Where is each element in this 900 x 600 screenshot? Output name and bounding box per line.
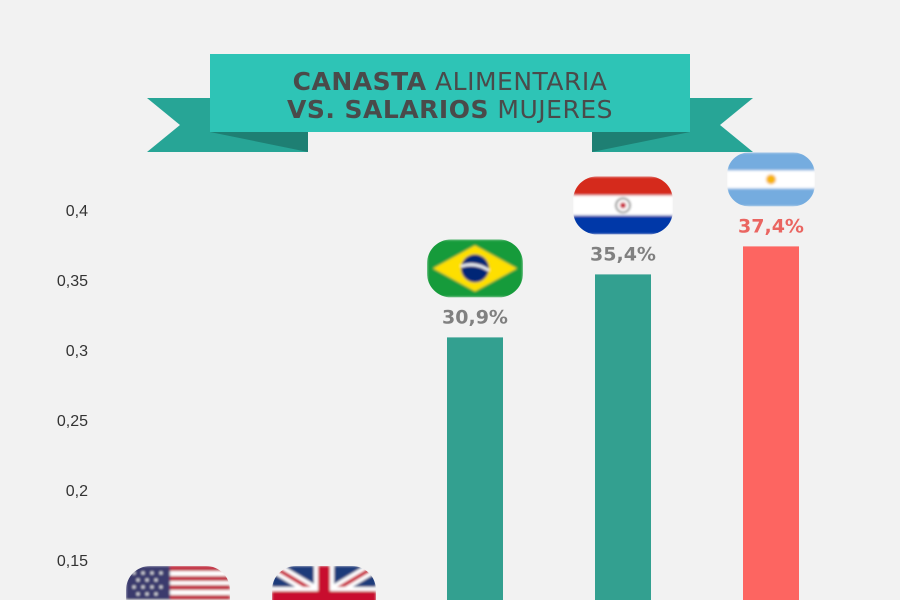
- title-ribbon: CANASTA ALIMENTARIA VS. SALARIOS MUJERES: [147, 54, 753, 152]
- data-label-5: 37,4%: [738, 215, 804, 237]
- bars: [447, 246, 799, 600]
- data-labels: 30,9% 35,4% 37,4%: [442, 215, 804, 328]
- paraguay-flag-icon: [573, 176, 673, 235]
- brazil-flag-icon: [427, 239, 523, 298]
- data-label-4: 35,4%: [590, 243, 656, 265]
- flags: [126, 152, 815, 600]
- y-tick-label: 0,2: [66, 483, 88, 500]
- ribbon-fold-right: [592, 132, 690, 152]
- ribbon-fold-left: [210, 132, 308, 152]
- bar-4: [595, 274, 651, 600]
- y-tick-label: 0,15: [57, 553, 88, 570]
- y-tick-label: 0,4: [66, 203, 88, 220]
- y-tick-label: 0,25: [57, 413, 88, 430]
- bar-3: [447, 337, 503, 600]
- data-label-3: 30,9%: [442, 306, 508, 328]
- bar-5: [743, 246, 799, 600]
- y-tick-label: 0,35: [57, 273, 88, 290]
- uk-flag-icon: [272, 566, 376, 600]
- ribbon-front: [210, 54, 690, 132]
- chart-title-line-2: VS. SALARIOS MUJERES: [287, 95, 613, 124]
- argentina-flag-icon: [727, 152, 815, 207]
- chart-title-line-1: CANASTA ALIMENTARIA: [293, 67, 608, 96]
- y-axis: 0,15 0,2 0,25 0,3 0,35 0,4: [57, 203, 88, 570]
- y-tick-label: 0,3: [66, 343, 88, 360]
- us-flag-icon: [126, 566, 230, 600]
